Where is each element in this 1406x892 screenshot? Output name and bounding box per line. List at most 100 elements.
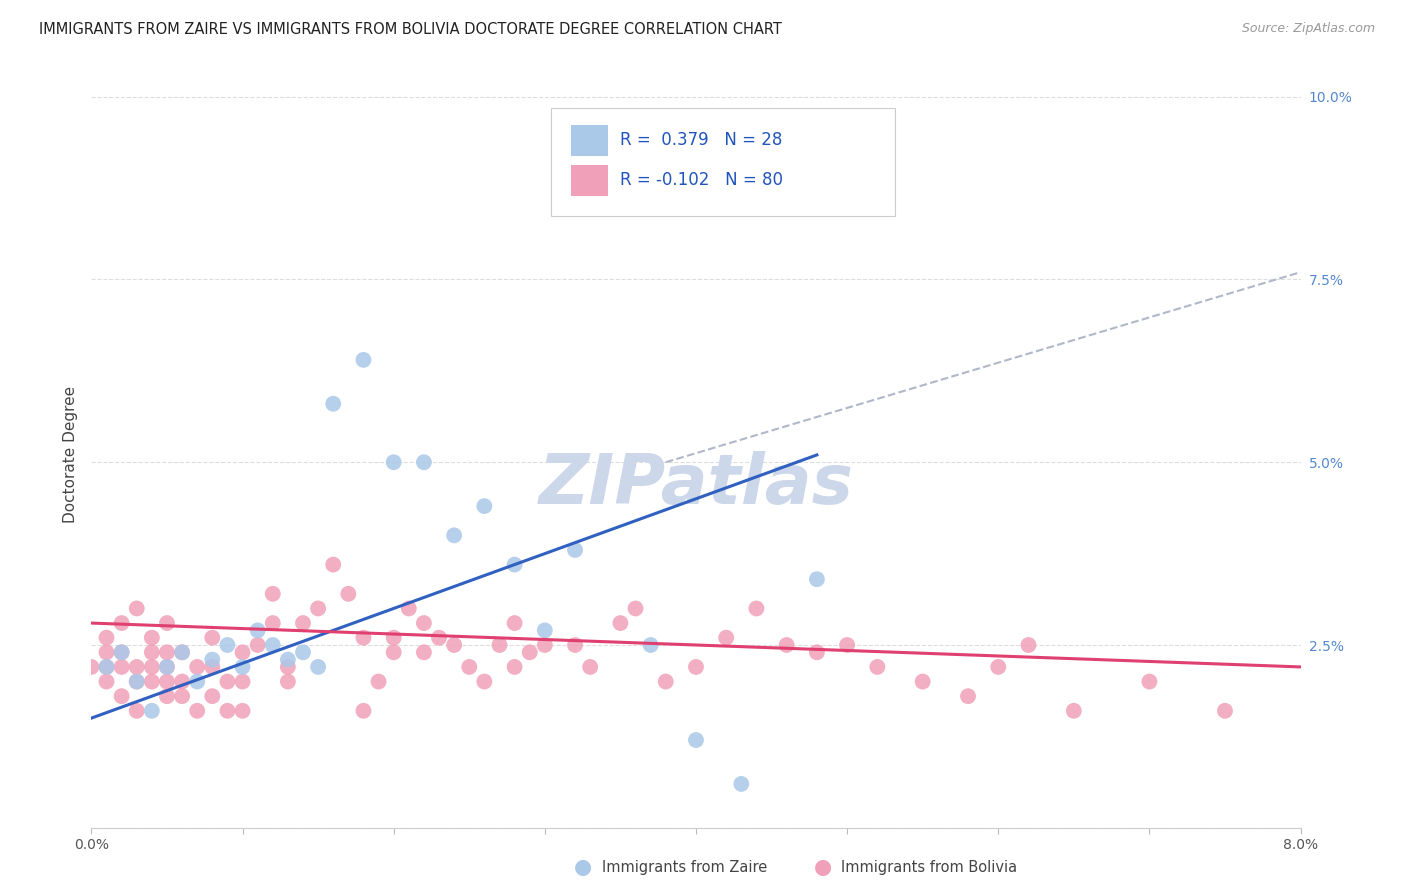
Point bbox=[806, 645, 828, 659]
Text: ZIPatlas: ZIPatlas bbox=[538, 451, 853, 518]
Point bbox=[624, 601, 647, 615]
Point bbox=[1139, 674, 1161, 689]
Point bbox=[262, 587, 284, 601]
Point bbox=[533, 638, 555, 652]
Point bbox=[413, 616, 436, 631]
Text: ●: ● bbox=[575, 857, 592, 877]
Point bbox=[1063, 704, 1085, 718]
Point bbox=[322, 397, 344, 411]
Point bbox=[96, 631, 118, 645]
Point bbox=[125, 674, 148, 689]
Point bbox=[125, 601, 148, 615]
Point bbox=[262, 638, 284, 652]
FancyBboxPatch shape bbox=[551, 108, 896, 216]
Point bbox=[111, 689, 132, 703]
Point bbox=[307, 660, 329, 674]
Point bbox=[745, 601, 768, 615]
Point bbox=[911, 674, 934, 689]
Point bbox=[156, 645, 179, 659]
FancyBboxPatch shape bbox=[571, 165, 607, 196]
Point bbox=[111, 660, 132, 674]
Point bbox=[352, 352, 374, 367]
Point bbox=[217, 704, 239, 718]
Text: IMMIGRANTS FROM ZAIRE VS IMMIGRANTS FROM BOLIVIA DOCTORATE DEGREE CORRELATION CH: IMMIGRANTS FROM ZAIRE VS IMMIGRANTS FROM… bbox=[39, 22, 782, 37]
Point bbox=[352, 704, 374, 718]
Point bbox=[96, 660, 118, 674]
Point bbox=[337, 587, 360, 601]
Point bbox=[96, 674, 118, 689]
FancyBboxPatch shape bbox=[571, 125, 607, 156]
Point bbox=[458, 660, 481, 674]
Point bbox=[201, 660, 224, 674]
Point bbox=[186, 660, 208, 674]
Point bbox=[156, 616, 179, 631]
Point bbox=[806, 572, 828, 586]
Point bbox=[503, 616, 526, 631]
Text: Immigrants from Bolivia: Immigrants from Bolivia bbox=[841, 860, 1017, 874]
Point bbox=[1213, 704, 1236, 718]
Point bbox=[956, 689, 979, 703]
Point bbox=[292, 645, 315, 659]
Point bbox=[866, 660, 889, 674]
Y-axis label: Doctorate Degree: Doctorate Degree bbox=[62, 386, 77, 524]
Point bbox=[609, 616, 631, 631]
Point bbox=[201, 689, 224, 703]
Point bbox=[685, 660, 707, 674]
Point bbox=[640, 638, 662, 652]
Point bbox=[96, 660, 118, 674]
Point bbox=[186, 704, 208, 718]
Point bbox=[1018, 638, 1040, 652]
Point bbox=[776, 638, 799, 652]
Point bbox=[96, 645, 118, 659]
Point bbox=[685, 733, 707, 747]
Point bbox=[413, 645, 436, 659]
Point bbox=[472, 499, 495, 513]
Point bbox=[141, 660, 163, 674]
Point bbox=[322, 558, 344, 572]
Point bbox=[382, 645, 405, 659]
Point bbox=[472, 674, 495, 689]
Point bbox=[519, 645, 541, 659]
Point bbox=[503, 558, 526, 572]
Point bbox=[654, 674, 676, 689]
Point bbox=[141, 674, 163, 689]
Point bbox=[398, 601, 420, 615]
Point bbox=[125, 704, 148, 718]
Point bbox=[835, 638, 858, 652]
Point bbox=[352, 631, 374, 645]
Point bbox=[277, 652, 299, 666]
Point bbox=[111, 616, 132, 631]
Point bbox=[111, 645, 132, 659]
Point bbox=[172, 689, 194, 703]
Point bbox=[125, 660, 148, 674]
Point bbox=[231, 645, 253, 659]
Point bbox=[307, 601, 329, 615]
Point bbox=[141, 645, 163, 659]
Point bbox=[156, 660, 179, 674]
Point bbox=[533, 624, 555, 638]
Point bbox=[564, 543, 586, 558]
Point bbox=[382, 631, 405, 645]
Point bbox=[156, 660, 179, 674]
Point bbox=[231, 674, 253, 689]
Point bbox=[292, 616, 315, 631]
Point bbox=[579, 660, 602, 674]
Point bbox=[730, 777, 752, 791]
Point bbox=[201, 652, 224, 666]
Text: R = -0.102   N = 80: R = -0.102 N = 80 bbox=[620, 171, 783, 189]
Point bbox=[564, 638, 586, 652]
Text: Immigrants from Zaire: Immigrants from Zaire bbox=[602, 860, 768, 874]
Point bbox=[186, 674, 208, 689]
Point bbox=[443, 528, 465, 542]
Text: R =  0.379   N = 28: R = 0.379 N = 28 bbox=[620, 131, 782, 149]
Point bbox=[156, 674, 179, 689]
Text: Source: ZipAtlas.com: Source: ZipAtlas.com bbox=[1241, 22, 1375, 36]
Point bbox=[443, 638, 465, 652]
Point bbox=[987, 660, 1010, 674]
Point bbox=[231, 704, 253, 718]
Point bbox=[141, 631, 163, 645]
Point bbox=[427, 631, 450, 645]
Point bbox=[488, 638, 510, 652]
Point bbox=[714, 631, 737, 645]
Point bbox=[141, 704, 163, 718]
